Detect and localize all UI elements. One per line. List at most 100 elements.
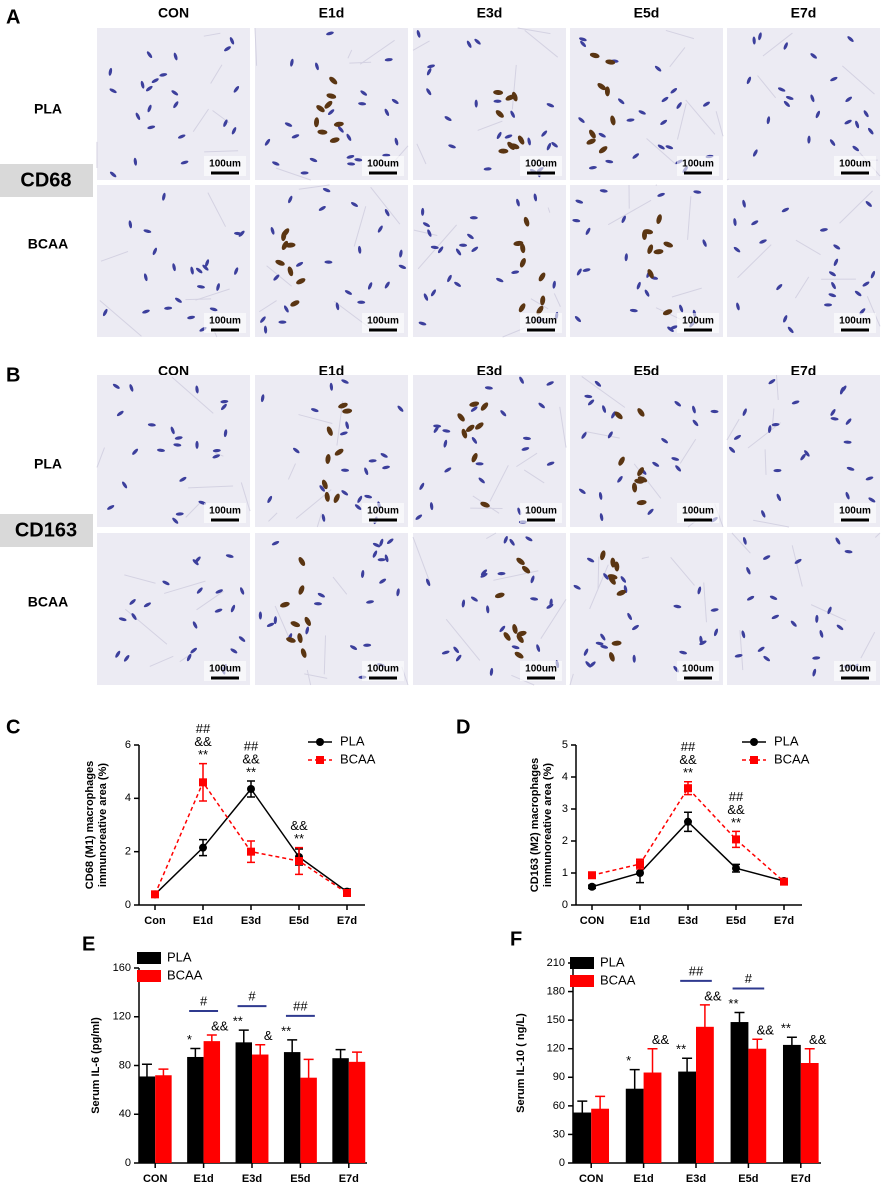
- nucleus: [366, 600, 374, 604]
- nucleus: [264, 138, 271, 146]
- y-axis-label: immunoreative area (%): [97, 763, 109, 887]
- nucleus: [692, 405, 696, 414]
- nucleus: [521, 447, 530, 451]
- annotation: &&: [242, 751, 260, 766]
- scale-bg: [520, 313, 562, 333]
- nucleus: [143, 273, 148, 282]
- scale-label: 100um: [525, 159, 557, 170]
- fiber-edge: [670, 557, 695, 586]
- nucleus: [174, 297, 182, 303]
- nucleus: [603, 573, 609, 580]
- annotation: ##: [244, 738, 259, 753]
- stain: [503, 632, 511, 641]
- nucleus: [273, 616, 277, 625]
- fiber-edge: [553, 293, 561, 307]
- nucleus: [364, 467, 369, 476]
- scale-label: 100um: [525, 664, 557, 675]
- nucleus: [377, 558, 386, 562]
- point: [684, 784, 692, 793]
- column-header: CON: [158, 363, 189, 379]
- fiber-edge: [207, 192, 227, 227]
- micrograph: [97, 185, 250, 337]
- fiber-edge: [511, 64, 517, 110]
- nucleus: [812, 656, 821, 660]
- nucleus: [341, 490, 349, 496]
- fiber-edge: [370, 186, 401, 225]
- fiber-edge: [524, 29, 559, 58]
- nucleus: [260, 316, 266, 323]
- fiber-edge: [517, 27, 551, 35]
- nucleus: [578, 117, 585, 123]
- nucleus: [742, 199, 746, 208]
- nucleus: [441, 650, 450, 655]
- nucleus: [361, 570, 365, 578]
- legend-marker: [316, 738, 324, 746]
- stain: [516, 557, 525, 566]
- fiber-edge: [287, 463, 296, 480]
- stain: [280, 601, 290, 608]
- nucleus: [382, 465, 390, 470]
- scale-label: 100um: [367, 159, 399, 170]
- nucleus: [171, 90, 179, 96]
- nucleus: [673, 604, 682, 609]
- fiber-edge: [240, 482, 251, 512]
- nucleus: [196, 587, 203, 594]
- nucleus: [493, 99, 502, 103]
- nucleus: [180, 160, 189, 165]
- nucleus: [357, 495, 363, 503]
- bar: [300, 1077, 317, 1163]
- nucleus: [766, 116, 771, 125]
- stain: [290, 621, 301, 628]
- nucleus: [776, 493, 782, 502]
- nucleus: [752, 36, 756, 45]
- nucleus: [186, 653, 192, 662]
- y-tick-label: 60: [553, 1100, 565, 1112]
- nucleus: [384, 108, 390, 116]
- point: [199, 843, 207, 852]
- nucleus: [291, 134, 300, 139]
- stain: [632, 482, 638, 493]
- stain: [457, 413, 465, 422]
- scale-bg: [834, 661, 876, 681]
- nucleus: [480, 572, 488, 578]
- stain: [281, 240, 289, 251]
- nucleus: [582, 268, 591, 272]
- nucleus: [429, 502, 434, 511]
- fiber-edge: [547, 207, 551, 213]
- stain: [518, 303, 526, 313]
- stain: [656, 214, 662, 224]
- legend-swatch: [570, 957, 594, 969]
- nucleus: [230, 604, 236, 613]
- nucleus: [288, 195, 293, 204]
- stain: [513, 240, 524, 247]
- scale-label: 100um: [209, 506, 241, 517]
- nucleus: [129, 599, 136, 605]
- nucleus: [220, 403, 227, 411]
- nucleus: [867, 127, 874, 135]
- nucleus: [587, 399, 595, 406]
- nucleus: [327, 109, 335, 116]
- y-tick-label: 6: [125, 739, 131, 751]
- stain: [304, 616, 311, 627]
- nucleus: [574, 316, 582, 323]
- nucleus: [442, 429, 451, 433]
- stain: [296, 278, 306, 285]
- column-header: CON: [158, 5, 189, 21]
- nucleus: [384, 209, 390, 217]
- stain: [600, 550, 606, 561]
- nucleus: [195, 440, 199, 449]
- nucleus: [497, 571, 506, 576]
- nucleus: [632, 654, 636, 663]
- nucleus: [776, 283, 783, 291]
- fiber-edge: [757, 75, 777, 99]
- nucleus: [800, 453, 806, 461]
- nucleus: [455, 248, 462, 256]
- nucleus: [500, 410, 507, 417]
- annotation: &&: [704, 988, 722, 1003]
- nucleus: [384, 281, 390, 289]
- stain: [475, 422, 484, 430]
- fiber-edge: [874, 532, 881, 538]
- scale-bg: [677, 313, 719, 333]
- stain: [465, 424, 475, 432]
- nucleus: [229, 37, 235, 45]
